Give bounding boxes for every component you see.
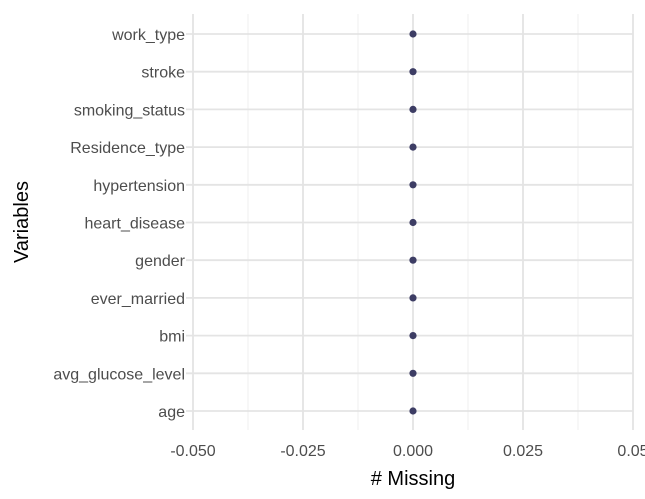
- x-tick-label: 0.000: [393, 443, 433, 460]
- data-point: [409, 105, 417, 113]
- y-tick-label: heart_disease: [84, 216, 185, 233]
- data-point: [409, 30, 417, 38]
- x-tick-labels: -0.050 -0.025 0.000 0.025 0.05: [170, 443, 645, 460]
- y-tick-label: hypertension: [93, 178, 185, 195]
- y-tick-label: age: [158, 404, 185, 421]
- y-tick-label: gender: [135, 253, 185, 270]
- data-point: [409, 143, 417, 151]
- x-tick-label: 0.05: [617, 443, 645, 460]
- data-point: [409, 256, 417, 264]
- y-tick-label: ever_married: [91, 291, 185, 308]
- y-tick-label: avg_glucose_level: [53, 366, 185, 383]
- y-tick-label: stroke: [141, 65, 185, 82]
- data-point: [409, 332, 417, 340]
- y-tick-label: Residence_type: [70, 140, 185, 157]
- y-tick-label: bmi: [159, 329, 185, 346]
- data-point: [409, 294, 417, 302]
- data-point: [409, 181, 417, 189]
- y-axis-title: Variables: [11, 181, 33, 263]
- data-point: [409, 369, 417, 377]
- y-tick-label: smoking_status: [74, 102, 185, 119]
- data-points: [409, 30, 417, 415]
- data-point: [409, 407, 417, 415]
- x-tick-label: -0.050: [170, 443, 215, 460]
- x-tick-label: 0.025: [503, 443, 543, 460]
- data-point: [409, 68, 417, 76]
- data-point: [409, 218, 417, 227]
- x-axis-title: # Missing: [371, 468, 455, 490]
- x-tick-label: -0.025: [280, 443, 325, 460]
- y-tick-label: work_type: [111, 27, 185, 44]
